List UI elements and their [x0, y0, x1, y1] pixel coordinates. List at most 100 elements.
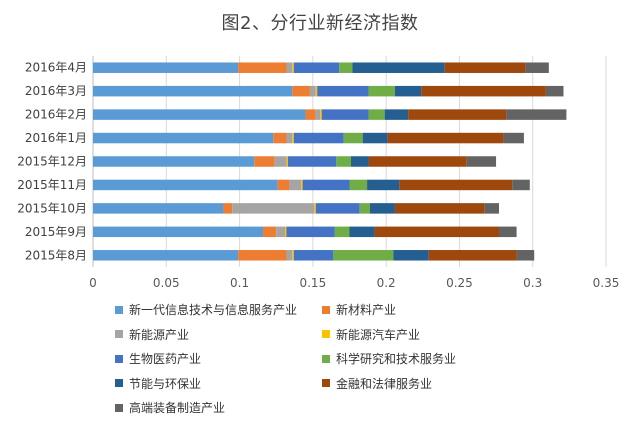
legend-label: 新材料产业: [336, 303, 397, 317]
legend-label: 科学研究和技术服务业: [336, 352, 457, 366]
bar-segment: [223, 203, 233, 214]
bar-segment: [276, 226, 286, 238]
legend-label: 新能源产业: [129, 327, 190, 342]
x-tick-label: 0.35: [593, 276, 620, 290]
bar-segment: [315, 109, 321, 120]
x-tick-label: 0.05: [153, 276, 180, 290]
bar-segment: [315, 85, 318, 97]
legend-swatch: [115, 305, 123, 314]
chart-title: 图2、分行业新经济指数: [221, 13, 419, 34]
legend-item: 新能源汽车产业: [322, 326, 420, 343]
bar-segment: [349, 226, 375, 238]
bar-segment: [384, 109, 409, 120]
bar-segment: [387, 132, 504, 144]
bar-segment: [286, 62, 293, 73]
bar-segment: [287, 156, 337, 167]
bar-segment: [350, 156, 369, 167]
bar-segment: [293, 250, 334, 261]
bar-segment: [93, 132, 274, 144]
legend-item: 科学研究和技术服务业: [322, 350, 456, 367]
bar-segment: [545, 85, 564, 97]
bar-segment: [516, 250, 535, 261]
bar-segment: [292, 62, 294, 73]
legend-swatch: [115, 354, 123, 363]
bar-segment: [93, 85, 293, 97]
x-tick-label: 0.3: [523, 276, 542, 290]
bar-segment: [368, 85, 395, 97]
bar-segment: [93, 109, 306, 120]
legend-swatch: [115, 379, 123, 387]
legend-swatch: [322, 305, 330, 314]
bar-segment: [93, 156, 255, 167]
x-tick-label: 0: [89, 276, 97, 290]
legend-item: 节能与环保业: [115, 375, 201, 392]
legend-label: 金融和法律服务业: [336, 376, 433, 391]
bar-segment: [336, 156, 351, 167]
legend-swatch: [115, 330, 123, 338]
legend-swatch: [322, 330, 330, 338]
bar-segment: [274, 156, 287, 167]
legend-item: 新材料产业: [322, 301, 396, 318]
bar-segment: [238, 250, 287, 261]
bar-segment: [273, 132, 287, 144]
y-category-label: 2016年4月: [25, 61, 87, 75]
legend-item: 高端装备制造产业: [115, 399, 225, 416]
bar-segment: [362, 132, 388, 144]
x-tick-label: 0.2: [377, 276, 396, 290]
bar-segment: [399, 179, 513, 191]
x-tick-label: 0.15: [299, 276, 326, 290]
bar-segment: [499, 226, 517, 238]
bar-segment: [286, 250, 293, 261]
y-category-label: 2016年1月: [25, 131, 87, 145]
bar-segment: [394, 85, 422, 97]
bar-segment: [289, 179, 302, 191]
bar-segment: [254, 156, 275, 167]
bar-segment: [317, 85, 369, 97]
bar-segment: [339, 62, 353, 73]
bar-segment: [408, 109, 507, 120]
legend-item: 金融和法律服务业: [322, 375, 432, 392]
bar-segment: [428, 250, 517, 261]
bar-segment: [286, 226, 335, 238]
bar-segment: [370, 203, 395, 214]
bar-segment: [466, 156, 497, 167]
bar-segment: [421, 85, 546, 97]
bar-segment: [93, 250, 239, 261]
bar-segment: [320, 109, 322, 120]
bar-segment: [321, 109, 369, 120]
bar-segment: [368, 156, 467, 167]
legend-swatch: [115, 403, 123, 412]
bar-segment: [368, 109, 385, 120]
bar-segment: [285, 226, 287, 238]
legend-label: 生物医药产业: [129, 352, 202, 366]
legend-item: 生物医药产业: [115, 350, 201, 367]
bar-segment: [352, 62, 445, 73]
bar-segment: [512, 179, 530, 191]
y-category-label: 2016年3月: [25, 84, 87, 98]
legend-item: 新一代信息技术与信息服务产业: [115, 301, 297, 318]
y-category-label: 2015年10月: [17, 201, 87, 215]
bar-segment: [393, 250, 429, 261]
bar-segment: [444, 62, 526, 73]
y-category-label: 2015年11月: [17, 178, 87, 192]
y-category-label: 2016年2月: [25, 108, 87, 122]
bar-segment: [93, 62, 239, 73]
bar-segment: [359, 203, 371, 214]
y-category-label: 2015年9月: [25, 225, 87, 239]
bar-segment: [394, 203, 485, 214]
bar-segment: [93, 226, 264, 238]
bar-segment: [292, 250, 294, 261]
bar-segment: [301, 179, 303, 191]
bar-segment: [302, 179, 350, 191]
bar-segment: [503, 132, 524, 144]
x-tick-label: 0.25: [446, 276, 473, 290]
bar-segment: [484, 203, 500, 214]
bar-segment: [333, 250, 394, 261]
legend-label: 节能与环保业: [129, 376, 202, 391]
bar-segment: [525, 62, 549, 73]
legend-swatch: [322, 379, 330, 387]
bar-segment: [334, 226, 350, 238]
bar-segment: [286, 156, 288, 167]
bar-segment: [506, 109, 567, 120]
